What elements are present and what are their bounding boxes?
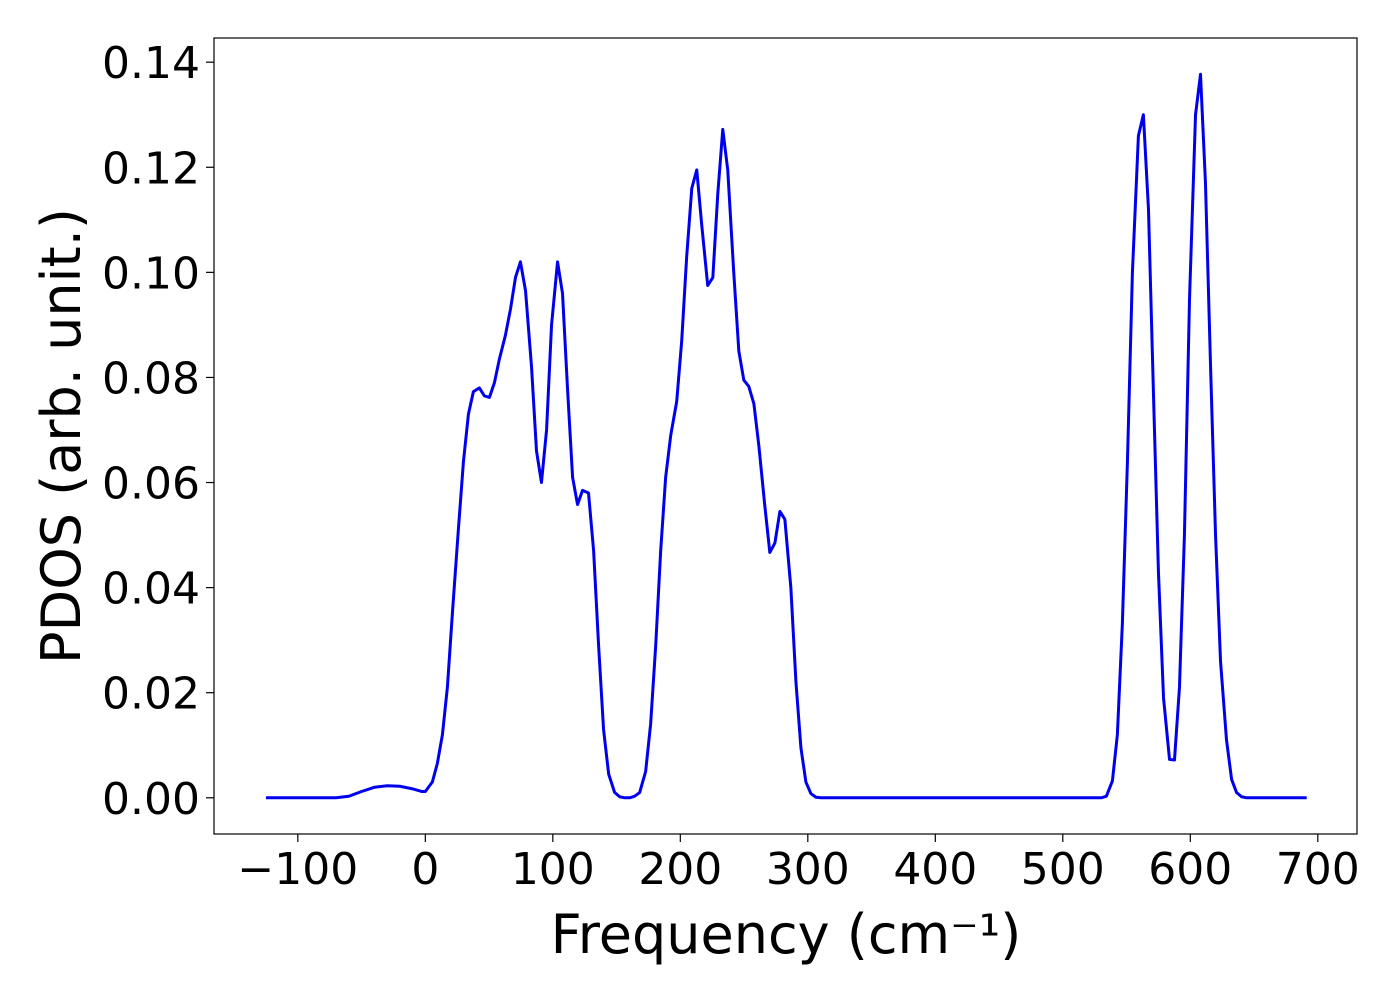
y-tick-label: 0.12	[102, 143, 200, 194]
y-tick-label: 0.04	[102, 564, 200, 615]
y-tick-label: 0.14	[102, 38, 200, 89]
x-tick-label: −100	[237, 844, 358, 895]
data-line	[265, 72, 1307, 800]
x-tick-label: 100	[511, 844, 595, 895]
y-tick-label: 0.10	[102, 248, 200, 299]
y-tick-label: 0.02	[102, 669, 200, 720]
x-axis-label: Frequency (cm⁻¹)	[551, 903, 1022, 966]
x-tick-label: 200	[638, 844, 722, 895]
x-tick-label: 400	[893, 844, 977, 895]
x-tick-label: 600	[1148, 844, 1232, 895]
y-tick-label: 0.00	[102, 774, 200, 825]
x-tick-label: 300	[766, 844, 850, 895]
y-axis-label: PDOS (arb. unit.)	[30, 208, 93, 664]
x-tick-label: 0	[411, 844, 439, 895]
y-tick-label: 0.06	[102, 459, 200, 510]
plot-frame	[213, 37, 1358, 835]
x-tick-label: 700	[1276, 844, 1360, 895]
y-tick-label: 0.08	[102, 353, 200, 404]
x-tick-label: 500	[1021, 844, 1105, 895]
